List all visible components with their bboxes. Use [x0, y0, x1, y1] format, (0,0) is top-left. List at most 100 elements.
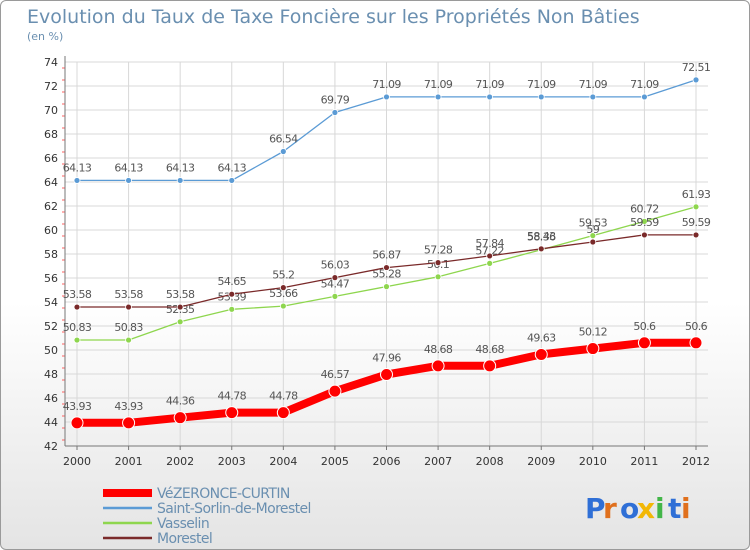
y-tick-label: 66	[44, 152, 58, 165]
x-tick-label: 2001	[115, 455, 143, 468]
data-point	[279, 302, 287, 310]
data-label: 56.87	[372, 249, 401, 262]
y-tick-label: 44	[44, 416, 58, 429]
data-label: 48.68	[424, 343, 453, 356]
proxiti-logo: Pr ox i t i	[585, 492, 691, 525]
data-label: 43.93	[63, 400, 92, 413]
x-tick-label: 2004	[269, 455, 297, 468]
legend: VéZERONCE-CURTINSaint-Sorlin-de-Morestel…	[103, 486, 311, 547]
data-point	[73, 303, 81, 311]
y-tick-label: 64	[44, 176, 58, 189]
legend-entry: Morestel	[157, 531, 212, 547]
chart-subtitle: (en %)	[27, 30, 63, 43]
data-label: 59.53	[579, 217, 608, 230]
y-tick-label: 42	[44, 440, 58, 453]
data-point	[176, 177, 184, 184]
data-point	[641, 217, 648, 225]
data-point	[228, 290, 236, 298]
data-label: 58.43	[527, 230, 556, 243]
y-tick-label: 58	[44, 248, 58, 261]
y-tick-label: 50	[44, 344, 58, 357]
data-point	[641, 231, 648, 239]
y-tick-label: 54	[44, 296, 58, 309]
data-label: 46.57	[321, 368, 350, 381]
logo-letter: i	[681, 492, 691, 525]
data-point	[586, 342, 600, 356]
y-tick-label: 52	[44, 320, 58, 333]
data-label: 47.96	[372, 351, 401, 364]
series-group: 64.13 64.13 64.13 64.13 66.54 69.79 71.09 71.09…	[63, 61, 711, 430]
x-tick-label: 2003	[218, 455, 246, 468]
data-point	[331, 274, 339, 282]
data-point	[589, 93, 597, 101]
data-point	[692, 76, 700, 84]
data-point	[328, 384, 342, 398]
data-label: 44.36	[166, 395, 195, 408]
data-label: 71.09	[630, 78, 659, 91]
grid-lines	[65, 61, 708, 447]
y-tick-label: 74	[44, 56, 58, 69]
data-point	[534, 347, 548, 361]
y-tick-label: 56	[44, 272, 58, 285]
data-point	[641, 93, 648, 101]
data-label: 55.28	[372, 268, 401, 281]
data-label: 60.72	[630, 202, 659, 215]
logo-letter: t	[668, 492, 681, 525]
data-label: 44.78	[218, 390, 247, 403]
data-point	[125, 303, 132, 311]
data-label: 48.68	[475, 343, 504, 356]
data-point	[331, 292, 339, 300]
data-point	[692, 231, 700, 239]
data-point	[173, 411, 187, 425]
data-point	[383, 93, 390, 101]
data-label: 58.36	[527, 231, 556, 244]
data-point	[331, 109, 339, 116]
data-label: 59.59	[682, 216, 711, 229]
data-point	[228, 305, 236, 313]
y-tick-label: 70	[44, 104, 58, 117]
x-tick-label: 2007	[424, 455, 452, 468]
x-tick-label: 2010	[579, 455, 607, 468]
data-label: 71.09	[372, 78, 401, 91]
data-point	[589, 238, 597, 246]
data-label: 69.79	[321, 94, 350, 107]
data-label: 53.58	[114, 288, 143, 301]
data-label: 53.58	[166, 288, 195, 301]
data-point	[276, 406, 290, 420]
data-label: 72.51	[682, 61, 711, 74]
data-point	[431, 359, 445, 373]
x-tick-label: 2011	[630, 455, 658, 468]
data-label: 57.28	[424, 244, 453, 257]
data-label: 66.54	[269, 133, 298, 146]
data-point	[689, 336, 703, 350]
data-point	[434, 93, 442, 101]
data-label: 55.2	[272, 269, 294, 282]
data-point	[537, 93, 545, 101]
x-tick-label: 2006	[373, 455, 401, 468]
y-tick-label: 60	[44, 224, 58, 237]
legend-entry: Saint-Sorlin-de-Morestel	[157, 501, 311, 517]
data-label: 57.22	[475, 244, 504, 257]
data-point	[692, 203, 700, 211]
data-point	[73, 336, 81, 344]
data-point	[122, 416, 136, 430]
data-point	[279, 284, 287, 292]
data-point	[225, 406, 239, 420]
data-label: 53.58	[63, 288, 92, 301]
data-label: 53.66	[269, 287, 298, 300]
logo-letter: o	[620, 492, 639, 525]
x-tick-label: 2008	[476, 455, 504, 468]
logo-letter: x	[637, 492, 655, 525]
data-point	[637, 336, 651, 350]
data-point	[383, 283, 390, 291]
data-point	[176, 318, 184, 326]
x-tick-label: 2000	[63, 455, 91, 468]
data-label: 64.13	[218, 161, 247, 174]
x-tick-label: 2005	[321, 455, 349, 468]
logo-letter: i	[655, 492, 665, 525]
data-label: 54.47	[321, 277, 350, 290]
x-tick-label: 2012	[682, 455, 710, 468]
x-tick-label: 2009	[527, 455, 555, 468]
